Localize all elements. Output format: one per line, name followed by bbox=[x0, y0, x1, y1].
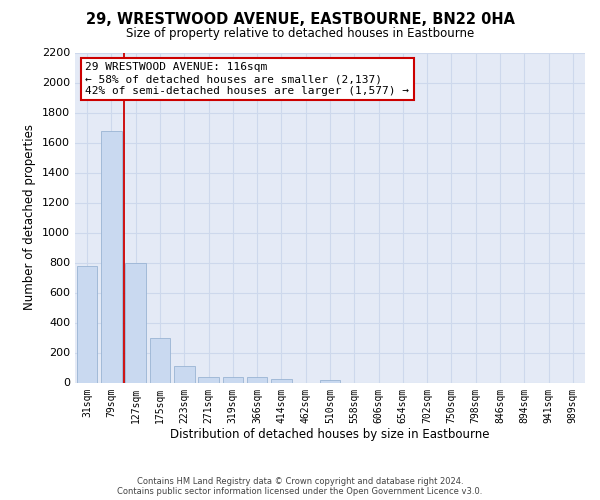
Bar bbox=[198, 377, 219, 382]
Bar bbox=[125, 263, 146, 382]
Text: 29, WRESTWOOD AVENUE, EASTBOURNE, BN22 0HA: 29, WRESTWOOD AVENUE, EASTBOURNE, BN22 0… bbox=[86, 12, 515, 28]
Text: 29 WRESTWOOD AVENUE: 116sqm
← 58% of detached houses are smaller (2,137)
42% of : 29 WRESTWOOD AVENUE: 116sqm ← 58% of det… bbox=[85, 62, 409, 96]
Text: Size of property relative to detached houses in Eastbourne: Size of property relative to detached ho… bbox=[126, 28, 474, 40]
Bar bbox=[223, 377, 243, 382]
Bar bbox=[77, 266, 97, 382]
X-axis label: Distribution of detached houses by size in Eastbourne: Distribution of detached houses by size … bbox=[170, 428, 490, 441]
Bar bbox=[101, 130, 122, 382]
Bar bbox=[320, 380, 340, 382]
Bar bbox=[247, 377, 268, 382]
Y-axis label: Number of detached properties: Number of detached properties bbox=[23, 124, 37, 310]
Text: Contains HM Land Registry data © Crown copyright and database right 2024.
Contai: Contains HM Land Registry data © Crown c… bbox=[118, 476, 482, 496]
Bar bbox=[174, 366, 194, 382]
Bar bbox=[149, 338, 170, 382]
Bar bbox=[271, 379, 292, 382]
